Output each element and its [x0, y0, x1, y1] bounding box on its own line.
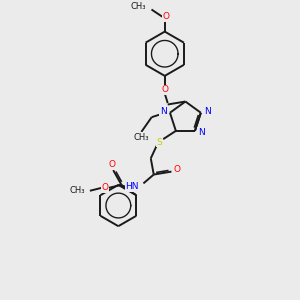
Text: O: O: [108, 160, 115, 169]
Text: HN: HN: [125, 182, 139, 191]
Text: O: O: [163, 12, 170, 21]
Text: S: S: [157, 138, 163, 147]
Text: CH₃: CH₃: [131, 2, 146, 11]
Text: N: N: [204, 107, 211, 116]
Text: N: N: [160, 107, 167, 116]
Text: N: N: [198, 128, 205, 137]
Text: O: O: [174, 165, 181, 174]
Text: O: O: [102, 183, 109, 192]
Text: CH₃: CH₃: [70, 186, 86, 195]
Text: CH₃: CH₃: [134, 133, 149, 142]
Text: O: O: [161, 85, 168, 94]
